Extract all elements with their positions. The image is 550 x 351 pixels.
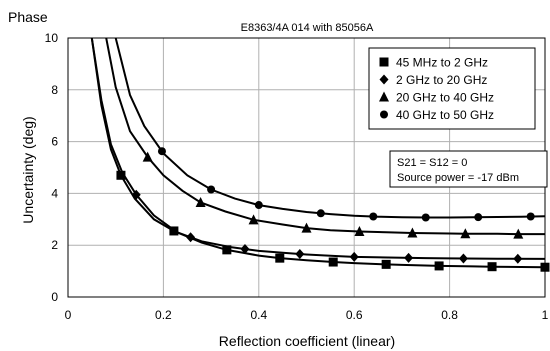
x-tick-label: 0 (65, 308, 72, 322)
data-point-diamond (349, 251, 359, 262)
data-point-diamond (240, 244, 250, 255)
data-point-circle (207, 185, 216, 194)
data-point-triangle (354, 225, 365, 236)
x-tick-label: 0.2 (155, 308, 172, 322)
data-point-circle (369, 212, 378, 221)
legend-marker-square (379, 57, 389, 67)
series-triangle (105, 38, 545, 239)
data-point-diamond (186, 232, 196, 243)
chart-title: E8363/4A 014 with 85056A (241, 22, 374, 34)
data-point-circle (254, 201, 263, 210)
x-axis-label: Reflection coefficient (linear) (219, 333, 395, 349)
data-point-square (222, 245, 232, 255)
legend-entry: 20 GHz to 40 GHz (396, 91, 494, 105)
y-tick-label: 0 (51, 290, 58, 304)
data-point-diamond (295, 249, 305, 260)
data-point-circle (474, 213, 483, 222)
data-point-square (275, 253, 285, 263)
legend-marker-triangle (379, 91, 389, 102)
data-point-triangle (460, 228, 471, 239)
data-point-triangle (301, 222, 312, 233)
data-point-circle (526, 212, 535, 221)
y-axis-label: Uncertainty (deg) (20, 116, 36, 223)
x-tick-label: 0.4 (250, 308, 267, 322)
data-point-square (381, 259, 391, 269)
data-point-circle (316, 209, 325, 218)
data-point-circle (157, 147, 166, 156)
data-point-diamond (131, 189, 141, 200)
data-point-square (540, 262, 550, 272)
y-axis-ticks: 0 2 4 6 8 10 (45, 31, 59, 304)
annotation-line-1: S21 = S12 = 0 (397, 157, 467, 169)
data-point-triangle (407, 227, 418, 238)
annotation-box (389, 150, 548, 188)
x-tick-label: 1 (542, 308, 549, 322)
corner-label: Phase (8, 9, 48, 25)
series-diamond (90, 38, 545, 264)
legend-marker-circle (380, 110, 388, 119)
y-tick-label: 10 (45, 31, 59, 45)
x-axis-ticks: 0 0.2 0.4 0.6 0.8 1 (65, 308, 549, 322)
y-tick-label: 4 (51, 186, 58, 200)
legend-entry: 45 MHz to 2 GHz (396, 56, 488, 70)
y-tick-label: 2 (51, 238, 58, 252)
legend-marker-diamond (379, 74, 389, 85)
data-point-square (434, 261, 444, 271)
annotation: S21 = S12 = 0 Source power = -17 dBm (389, 150, 548, 188)
series-group (90, 38, 550, 272)
series-line (90, 38, 545, 260)
data-point-triangle (513, 228, 524, 239)
y-tick-label: 8 (51, 83, 58, 97)
data-point-diamond (404, 252, 414, 263)
data-point-triangle (195, 196, 206, 207)
legend-entry: 2 GHz to 20 GHz (396, 73, 487, 87)
legend-box (368, 47, 536, 130)
legend: 45 MHz to 2 GHz 2 GHz to 20 GHz 20 GHz to … (368, 47, 536, 130)
x-tick-label: 0.6 (346, 308, 363, 322)
data-point-triangle (142, 151, 153, 162)
y-tick-label: 6 (51, 135, 58, 149)
data-point-diamond (513, 253, 523, 264)
data-point-square (328, 257, 338, 267)
annotation-line-2: Source power = -17 dBm (397, 172, 519, 184)
data-point-square (487, 262, 497, 272)
legend-entry: 40 GHz to 50 GHz (396, 108, 494, 122)
data-point-triangle (248, 214, 259, 225)
data-point-diamond (458, 253, 468, 264)
data-point-square (116, 170, 126, 180)
data-point-circle (421, 213, 430, 222)
series-circle (114, 38, 545, 222)
x-tick-label: 0.8 (441, 308, 458, 322)
